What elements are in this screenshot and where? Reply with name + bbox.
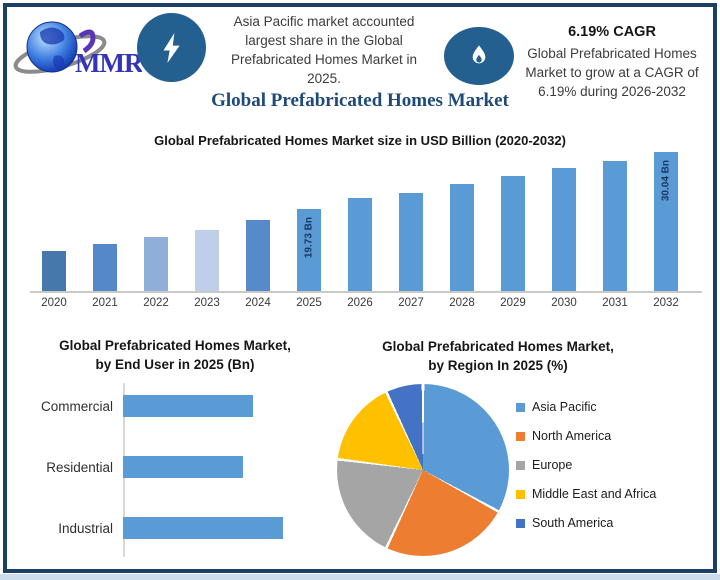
enduser-label: Industrial bbox=[58, 520, 113, 536]
bar-column-2032: 30.04 Bn 2032 bbox=[653, 150, 679, 309]
region-title-line: by Region In 2025 (%) bbox=[428, 358, 568, 373]
legend-item: Asia Pacific bbox=[516, 397, 656, 417]
bar-column-2028: 2028 bbox=[449, 150, 475, 309]
cagr-line: 6.19% during 2026-2032 bbox=[538, 84, 686, 99]
enduser-bar-commercial bbox=[123, 395, 253, 417]
logo-purple-swoosh bbox=[78, 29, 96, 54]
cagr-line: Market to grow at a CAGR of bbox=[525, 65, 699, 80]
lightning-badge bbox=[137, 13, 206, 82]
enduser-label: Commercial bbox=[40, 398, 113, 414]
bar-column-2026: 2026 bbox=[347, 150, 373, 309]
enduser-chart-title: Global Prefabricated Homes Market, by En… bbox=[25, 336, 325, 374]
mmr-logo: MMR bbox=[13, 21, 142, 78]
enduser-title-line: Global Prefabricated Homes Market, bbox=[59, 338, 291, 353]
page-title: Global Prefabricated Homes Market bbox=[211, 90, 509, 111]
axis-year-label: 2023 bbox=[194, 297, 220, 309]
bar-column-2024: 2024 bbox=[245, 150, 271, 309]
legend-swatch-icon bbox=[516, 489, 525, 499]
globe-icon bbox=[26, 21, 78, 73]
bar-2031 bbox=[603, 161, 627, 291]
flame-icon bbox=[472, 45, 486, 64]
bar-2026 bbox=[348, 198, 372, 291]
axis-year-label: 2031 bbox=[602, 297, 628, 309]
highlight-line: Prefabricated Homes Market in bbox=[230, 52, 418, 67]
bottom-accent-strip bbox=[0, 574, 720, 580]
highlight-line: Asia Pacific market accounted bbox=[233, 14, 415, 29]
axis-year-label: 2021 bbox=[92, 297, 118, 309]
region-pie bbox=[337, 384, 509, 556]
legend-swatch-icon bbox=[516, 402, 525, 412]
bar-2030 bbox=[552, 168, 576, 291]
usd-chart-baseline bbox=[30, 291, 702, 293]
axis-year-label: 2020 bbox=[41, 297, 67, 309]
bar-column-2027: 2027 bbox=[398, 150, 424, 309]
bar-2022 bbox=[144, 237, 168, 291]
bar-column-2031: 2031 bbox=[602, 150, 628, 309]
legend-swatch-icon bbox=[516, 431, 525, 441]
highlight-line: 2025. bbox=[307, 71, 341, 86]
enduser-bar-rows: Commercial Residential Industrial bbox=[25, 395, 325, 545]
legend-label: South America bbox=[532, 516, 614, 530]
legend-label: Asia Pacific bbox=[532, 400, 597, 414]
enduser-title-line: by End User in 2025 (Bn) bbox=[95, 357, 255, 372]
lightning-icon bbox=[162, 32, 180, 63]
legend-label: Europe bbox=[532, 458, 573, 472]
axis-year-label: 2030 bbox=[551, 297, 577, 309]
usd-chart-title: Global Prefabricated Homes Market size i… bbox=[154, 133, 566, 148]
bar-data-label-2032: 30.04 Bn bbox=[660, 160, 672, 202]
cagr-block: 6.19% CAGR Global Prefabricated Homes Ma… bbox=[516, 24, 708, 101]
bar-data-label-2025: 19.73 Bn bbox=[303, 217, 315, 259]
axis-year-label: 2025 bbox=[296, 297, 322, 309]
enduser-bar-industrial bbox=[123, 517, 283, 539]
axis-year-label: 2027 bbox=[398, 297, 424, 309]
legend-swatch-icon bbox=[516, 518, 525, 528]
legend-label: Middle East and Africa bbox=[532, 487, 657, 501]
axis-year-label: 2022 bbox=[143, 297, 169, 309]
highlight-text-block: Asia Pacific market accounted largest sh… bbox=[210, 12, 438, 88]
region-legend: Asia Pacific North America Europe Middle Ea… bbox=[516, 397, 656, 542]
axis-year-label: 2029 bbox=[500, 297, 526, 309]
bar-column-2023: 2023 bbox=[194, 150, 220, 309]
bar-2021 bbox=[93, 244, 117, 291]
bar-2029 bbox=[501, 176, 525, 291]
bar-column-2020: 2020 bbox=[41, 150, 67, 309]
axis-year-label: 2032 bbox=[653, 297, 679, 309]
bar-column-2029: 2029 bbox=[500, 150, 526, 309]
axis-year-label: 2026 bbox=[347, 297, 373, 309]
bar-column-2022: 2022 bbox=[143, 150, 169, 309]
enduser-row-residential: Residential bbox=[25, 456, 243, 478]
legend-label: North America bbox=[532, 429, 612, 443]
flame-badge bbox=[444, 27, 514, 85]
bar-column-2030: 2030 bbox=[551, 150, 577, 309]
axis-year-label: 2024 bbox=[245, 297, 271, 309]
bar-2023 bbox=[195, 230, 219, 291]
enduser-bar-residential bbox=[123, 456, 243, 478]
region-chart-title: Global Prefabricated Homes Market, by Re… bbox=[352, 337, 644, 375]
highlight-line: largest share in the Global bbox=[245, 33, 403, 48]
region-title-line: Global Prefabricated Homes Market, bbox=[382, 339, 614, 354]
usd-bar-plot: 2020 2021 2022 2023 2024 19.73 Bn 2025 2026 2027… bbox=[41, 150, 679, 309]
enduser-label: Residential bbox=[46, 459, 113, 475]
bar-2025: 19.73 Bn bbox=[297, 209, 321, 291]
cagr-line: Global Prefabricated Homes bbox=[527, 46, 697, 61]
axis-year-label: 2028 bbox=[449, 297, 475, 309]
bar-2020 bbox=[42, 251, 66, 291]
legend-item: Europe bbox=[516, 455, 656, 475]
bar-2024 bbox=[246, 220, 270, 291]
bar-2032: 30.04 Bn bbox=[654, 152, 678, 291]
legend-item: Middle East and Africa bbox=[516, 484, 656, 504]
legend-item: South America bbox=[516, 513, 656, 533]
legend-item: North America bbox=[516, 426, 656, 446]
cagr-title: 6.19% CAGR bbox=[568, 24, 656, 40]
bar-2028 bbox=[450, 184, 474, 291]
legend-swatch-icon bbox=[516, 460, 525, 470]
bar-column-2025: 19.73 Bn 2025 bbox=[296, 150, 322, 309]
enduser-row-commercial: Commercial bbox=[25, 395, 253, 417]
bar-2027 bbox=[399, 193, 423, 291]
enduser-row-industrial: Industrial bbox=[25, 517, 283, 539]
logo-text: MMR bbox=[75, 48, 142, 78]
bar-column-2021: 2021 bbox=[92, 150, 118, 309]
